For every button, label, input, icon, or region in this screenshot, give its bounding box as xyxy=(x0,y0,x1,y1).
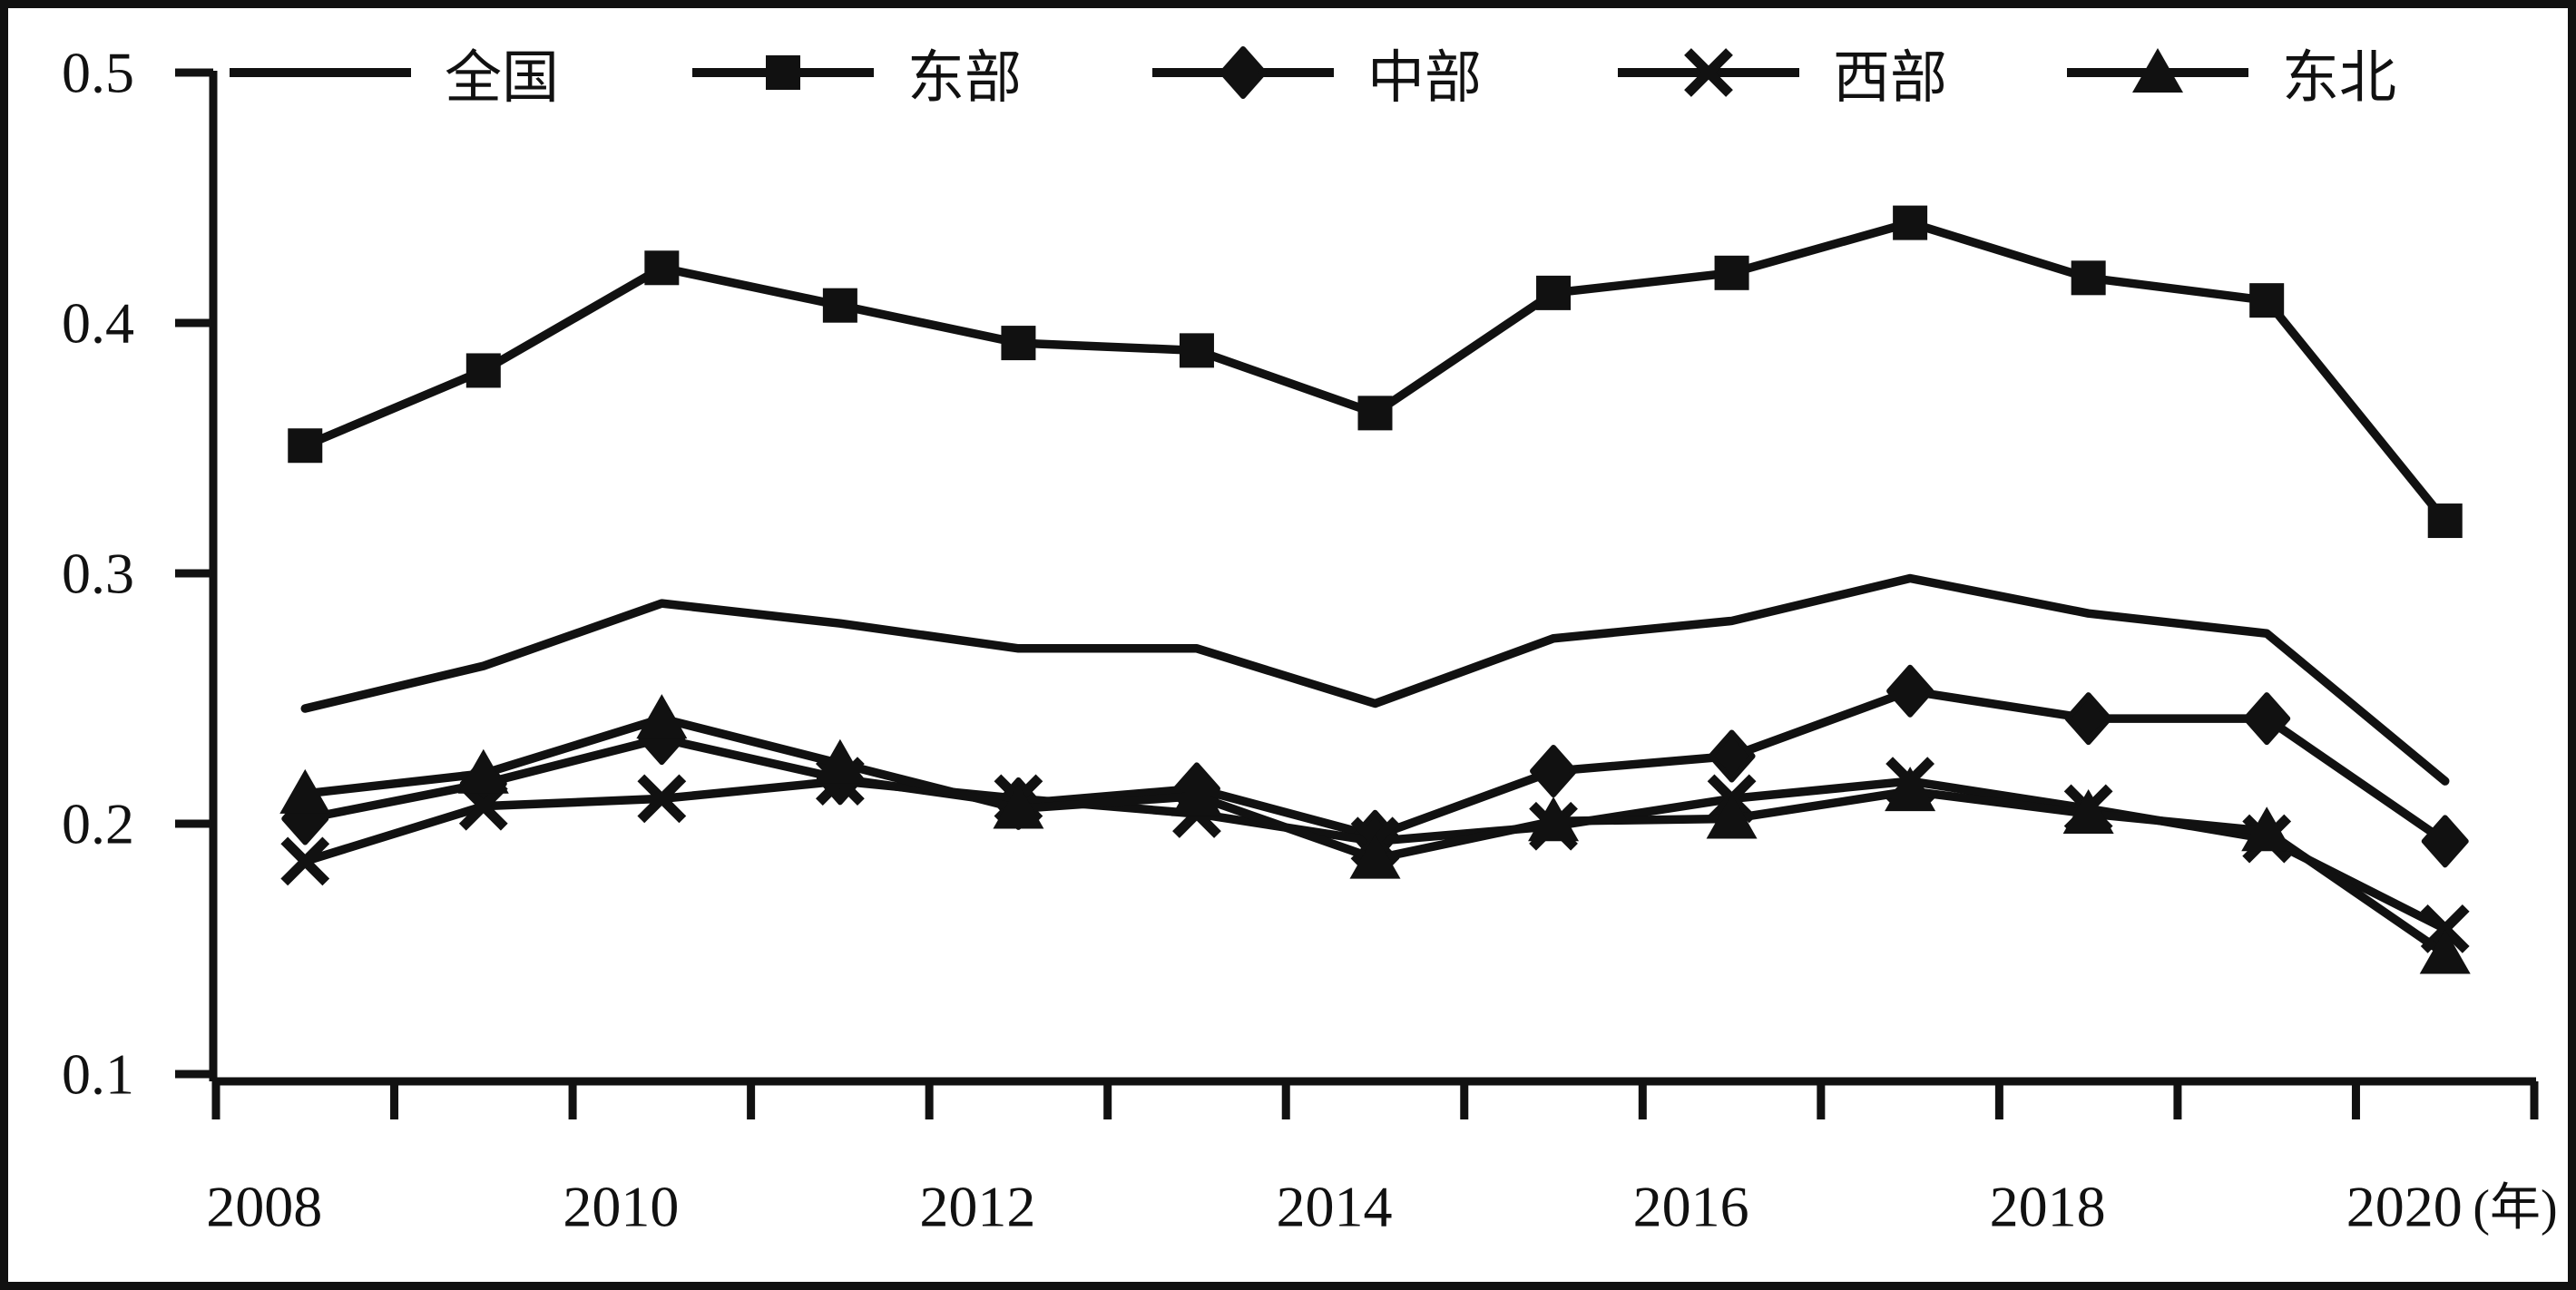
y-axis-tick-label: 0.5 xyxy=(62,41,134,105)
data-point-marker-diamond xyxy=(2064,692,2112,746)
data-point-marker-square xyxy=(1714,255,1749,290)
data-point-marker-square xyxy=(288,428,323,464)
data-point-marker-triangle xyxy=(2419,929,2471,974)
x-axis-tick-label: 2018 xyxy=(1990,1175,2106,1239)
data-point-marker-diamond xyxy=(1886,664,1934,718)
data-point-marker-diamond xyxy=(1530,745,1578,798)
data-point-marker-square xyxy=(1001,326,1036,361)
data-point-marker-triangle xyxy=(1885,767,1936,812)
data-point-marker-triangle xyxy=(2062,788,2114,834)
data-point-marker-triangle xyxy=(1528,796,1580,842)
x-axis-tick-label: 2008 xyxy=(206,1175,322,1239)
data-point-marker-triangle xyxy=(814,738,866,784)
y-axis-tick-label: 0.3 xyxy=(62,542,134,606)
data-point-marker-square xyxy=(1179,333,1214,368)
legend-label: 全国 xyxy=(445,46,559,110)
data-point-marker-square xyxy=(1893,205,1928,240)
data-point-marker-triangle xyxy=(457,748,509,794)
legend-marker-square xyxy=(766,55,800,90)
legend-marker-triangle xyxy=(2132,48,2183,93)
x-axis-unit-label: (年) xyxy=(2473,1180,2557,1236)
data-point-marker-square xyxy=(2071,260,2106,296)
x-axis-tick-label: 2020 xyxy=(2346,1175,2463,1239)
series-line-none xyxy=(300,573,2450,786)
data-point-marker-diamond xyxy=(2421,815,2469,868)
legend-label: 东部 xyxy=(907,46,1022,110)
data-point-marker-x xyxy=(637,774,687,824)
data-point-marker-diamond xyxy=(2243,692,2291,746)
x-axis-tick-label: 2014 xyxy=(1277,1175,1393,1239)
x-axis-tick-label: 2016 xyxy=(1633,1175,1749,1239)
legend-label: 东北 xyxy=(2282,46,2396,110)
data-point-marker-x xyxy=(280,836,330,886)
data-point-marker-triangle xyxy=(1170,771,1222,816)
y-axis-tick-label: 0.2 xyxy=(62,792,134,856)
legend-label: 中部 xyxy=(1367,46,1482,110)
y-axis-tick-label: 0.1 xyxy=(62,1042,134,1107)
y-axis-tick-label: 0.4 xyxy=(62,291,134,356)
data-point-marker-square xyxy=(822,288,857,323)
data-point-marker-triangle xyxy=(279,768,331,814)
legend-label: 西部 xyxy=(1833,46,1947,110)
data-point-marker-diamond xyxy=(1708,729,1756,783)
data-point-marker-triangle xyxy=(1706,794,1758,839)
legend-marker-x xyxy=(1684,48,1733,97)
x-axis-tick-label: 2010 xyxy=(563,1175,679,1239)
data-point-marker-square xyxy=(2427,503,2463,539)
data-point-marker-triangle xyxy=(2241,806,2293,852)
data-point-marker-square xyxy=(644,250,680,286)
data-point-marker-triangle xyxy=(1349,834,1401,879)
data-point-marker-square xyxy=(1357,396,1393,431)
legend-marker-diamond xyxy=(1219,46,1267,99)
data-point-marker-square xyxy=(2249,283,2285,318)
data-point-marker-triangle xyxy=(993,784,1044,829)
x-axis-tick-label: 2012 xyxy=(919,1175,1035,1239)
axis-lines xyxy=(209,71,2536,1086)
data-point-marker-square xyxy=(465,353,501,388)
series-line-square xyxy=(300,218,2450,525)
data-point-marker-triangle xyxy=(636,694,688,739)
data-point-marker-square xyxy=(1536,275,1572,310)
